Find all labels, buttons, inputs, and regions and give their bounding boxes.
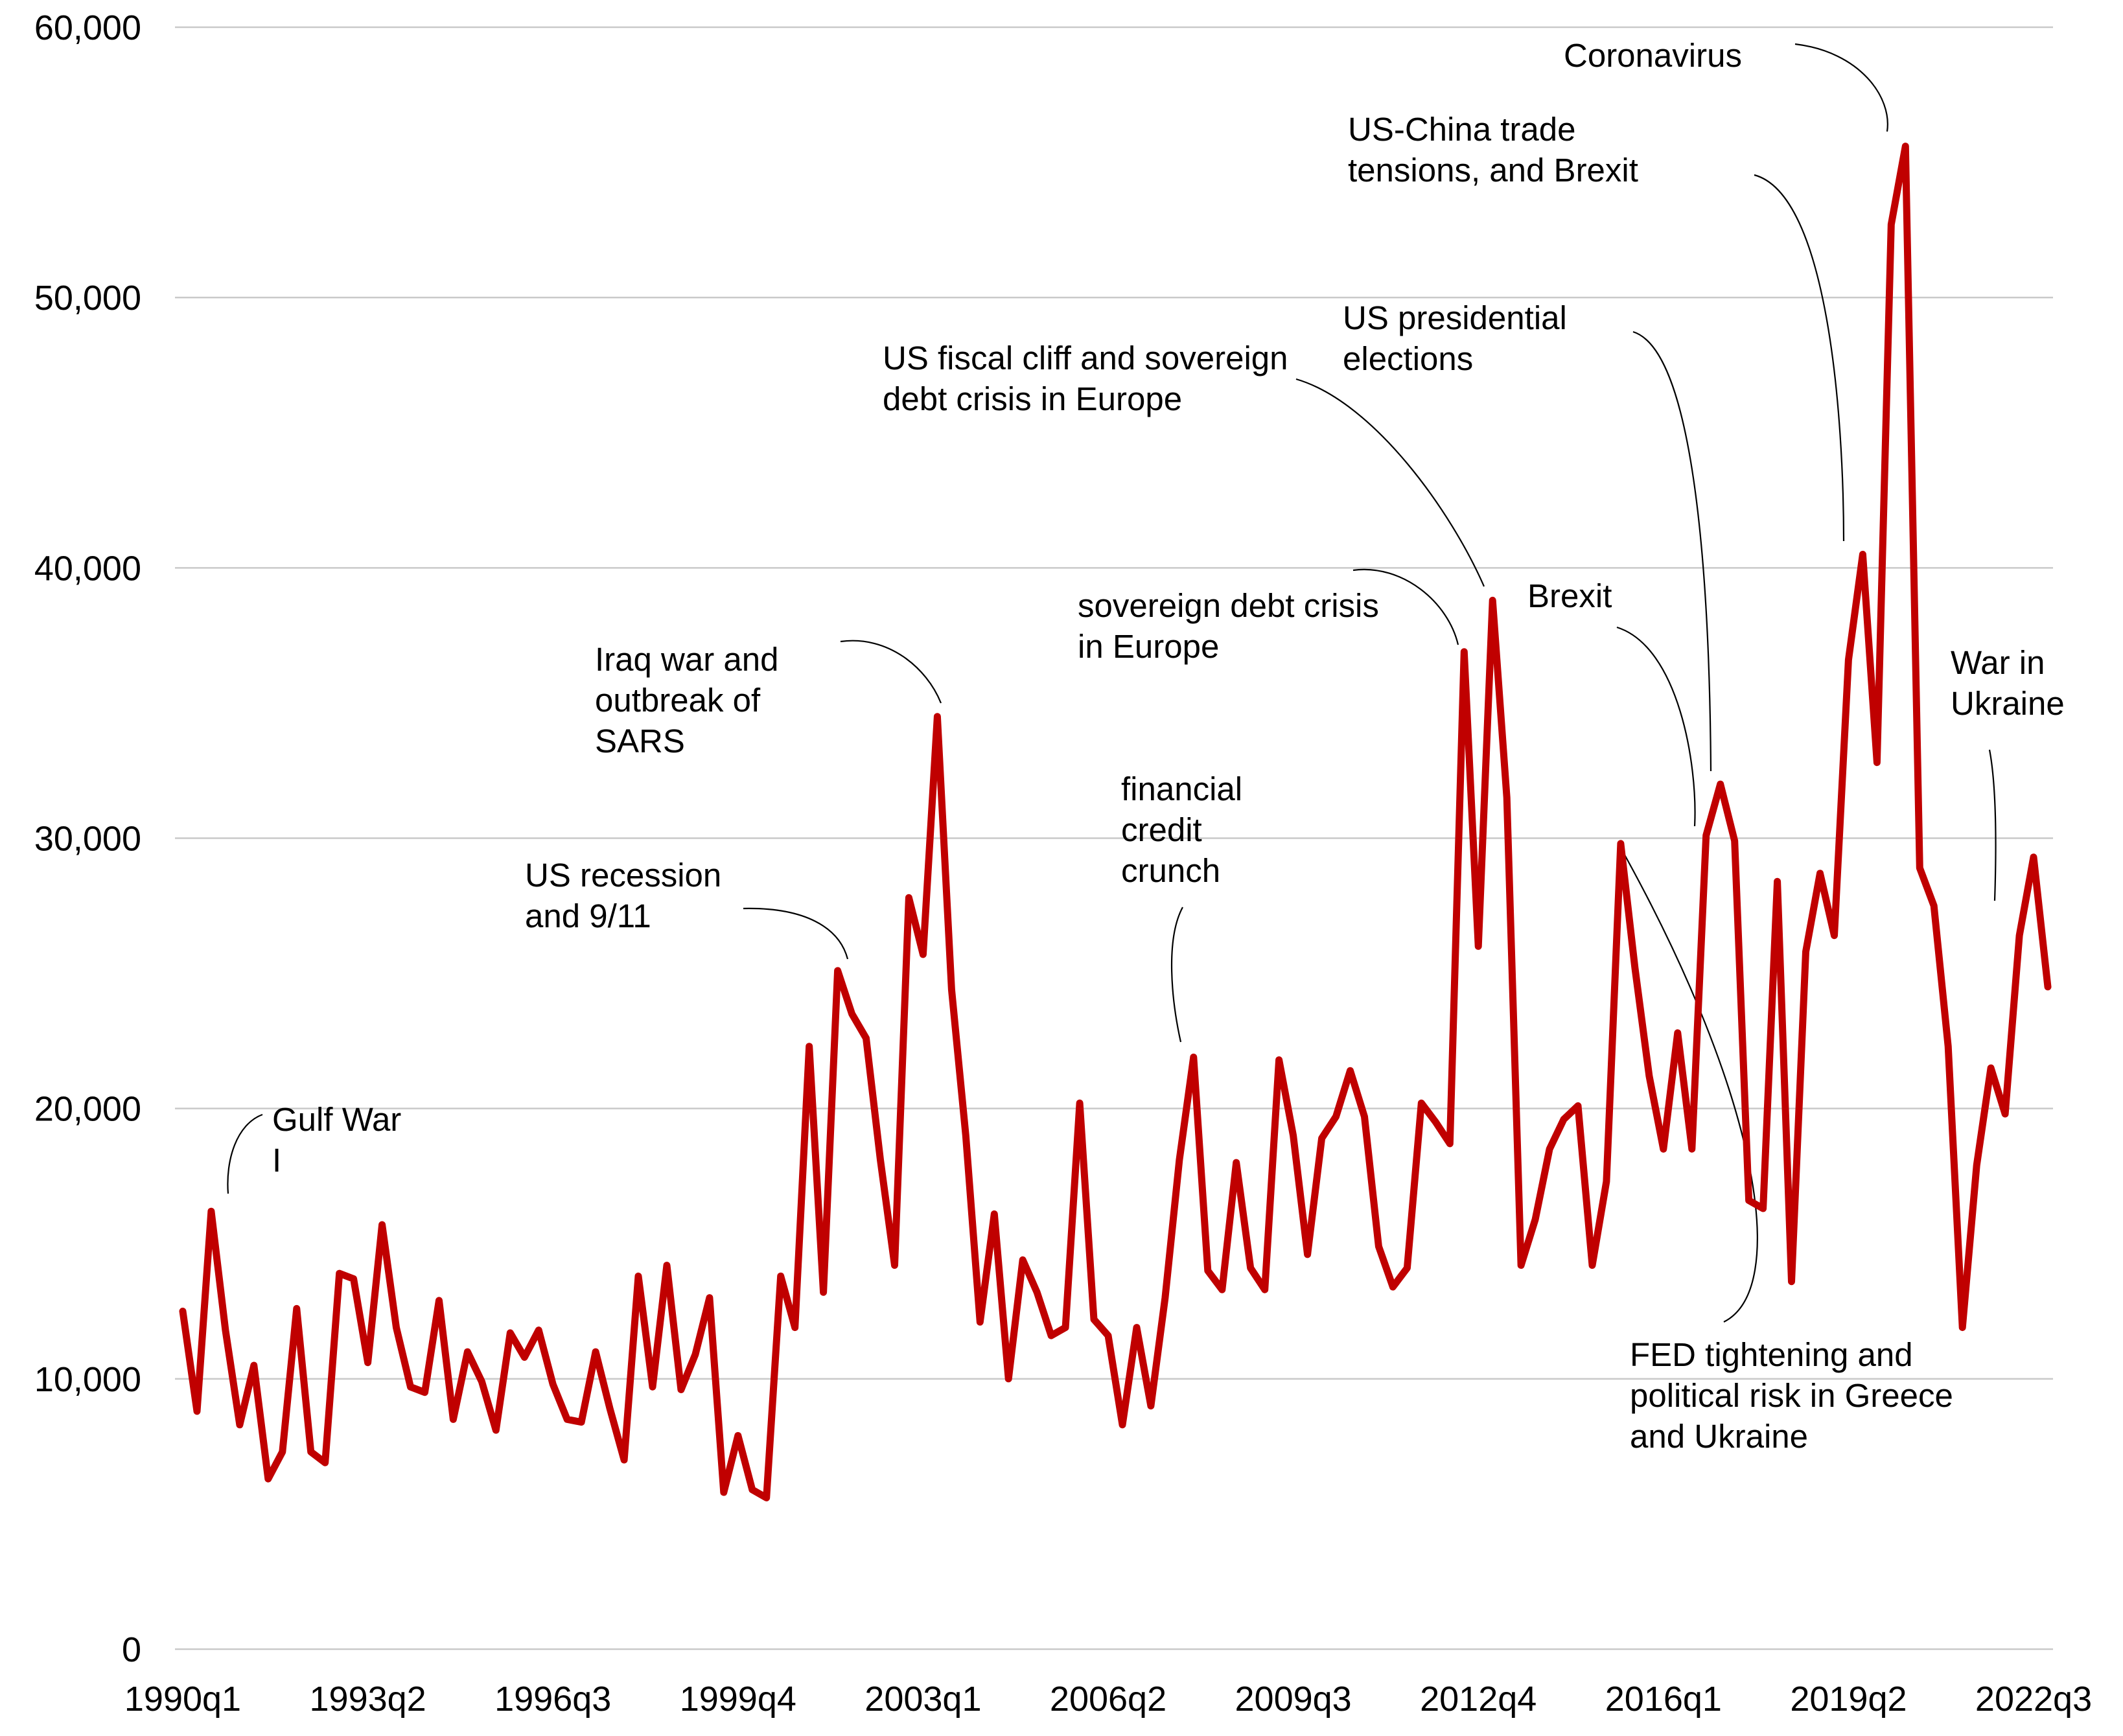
x-tick-label: 2016q1 [1605,1680,1722,1719]
annotation-line: debt crisis in Europe [883,380,1182,417]
annotation-labels: Gulf War I US recession and 9/11 Iraq war an… [272,37,2065,1455]
annotation-label: War in Ukraine [1951,644,2065,722]
annotation-leader [1754,174,1845,542]
annotation-leader [743,907,849,960]
annotation-leader [840,640,942,704]
annotation-line: tensions, and Brexit [1348,152,1638,189]
annotation-line: Iraq war and [595,641,779,678]
x-tick-label: 1993q2 [310,1680,426,1719]
x-tick-label: 1996q3 [494,1680,611,1719]
annotation-line: FED tightening and [1630,1336,1913,1373]
annotation-label: Iraq war and outbreak of SARS [595,641,779,759]
annotation-line: crunch [1121,852,1220,889]
x-tick-label: 2012q4 [1420,1680,1537,1719]
annotation-line: Brexit [1527,577,1612,614]
annotation-leader [1988,749,1997,901]
annotation-line: US fiscal cliff and sovereign [883,340,1288,376]
annotation-line: Coronavirus [1564,37,1742,74]
x-tick-label: 2003q1 [864,1680,981,1719]
annotation-leader [1170,907,1183,1043]
annotation-line: Ukraine [1951,685,2065,722]
series-line [179,143,2052,1501]
annotation-line: Gulf War [272,1101,401,1138]
annotation-leader-lines [227,43,1997,1323]
annotation-line: sovereign debt crisis [1078,587,1379,624]
x-tick-label: 1999q4 [680,1680,796,1719]
y-tick-label: 10,000 [34,1360,141,1399]
annotation-label: financial credit crunch [1121,770,1242,889]
x-tick-label: 1990q1 [124,1680,241,1719]
y-tick-label: 30,000 [34,820,141,859]
x-axis-tick-labels: 1990q1 1993q2 1996q3 1999q4 2003q1 2006q2 2009… [124,1680,2092,1719]
annotation-line: US recession [525,857,721,894]
y-tick-label: 50,000 [34,279,141,318]
annotation-line: and Ukraine [1630,1418,1808,1455]
annotation-line: credit [1121,811,1202,848]
y-tick-label: 20,000 [34,1090,141,1129]
annotation-label: US fiscal cliff and sovereign debt crisis… [883,340,1288,417]
annotation-label: Coronavirus [1564,37,1742,74]
annotation-leader [227,1113,263,1194]
x-tick-label: 2006q2 [1050,1680,1166,1719]
series-layer [179,143,2052,1501]
annotation-line: and 9/11 [525,897,651,934]
annotation-leader [1295,378,1485,587]
annotation-line: SARS [595,723,685,759]
gridlines [175,26,2053,1650]
annotation-label: sovereign debt crisis in Europe [1078,587,1379,665]
annotation-leader [1794,43,1888,132]
annotation-line: political risk in Greece [1630,1377,1953,1414]
y-tick-label: 40,000 [34,549,141,588]
annotation-line: in Europe [1078,628,1219,665]
annotation-line: I [272,1142,281,1179]
y-tick-label: 0 [122,1630,141,1669]
annotation-line: US-China trade [1348,111,1576,148]
annotation-line: outbreak of [595,682,761,719]
annotation-leader [1632,330,1712,772]
x-tick-label: 2009q3 [1235,1680,1352,1719]
annotation-label: US presidential elections [1343,299,1567,377]
y-tick-label: 60,000 [34,8,141,47]
y-axis-tick-labels: 0 10,000 20,000 30,000 40,000 50,000 60,000 [34,8,141,1669]
annotation-label: Gulf War I [272,1101,401,1179]
annotation-leader [1352,568,1459,645]
annotation-line: financial [1121,770,1242,807]
annotation-label: FED tightening and political risk in Gree… [1630,1336,1953,1455]
annotation-line: US presidential [1343,299,1567,336]
x-tick-label: 2022q3 [1975,1680,2092,1719]
annotation-line: War in [1951,644,2045,681]
x-tick-label: 2019q2 [1790,1680,1907,1719]
annotation-leader [1616,626,1696,827]
annotation-line: elections [1343,340,1473,377]
annotation-label: US-China trade tensions, and Brexit [1348,111,1638,189]
annotation-label: Brexit [1527,577,1612,614]
annotation-label: US recession and 9/11 [525,857,721,934]
